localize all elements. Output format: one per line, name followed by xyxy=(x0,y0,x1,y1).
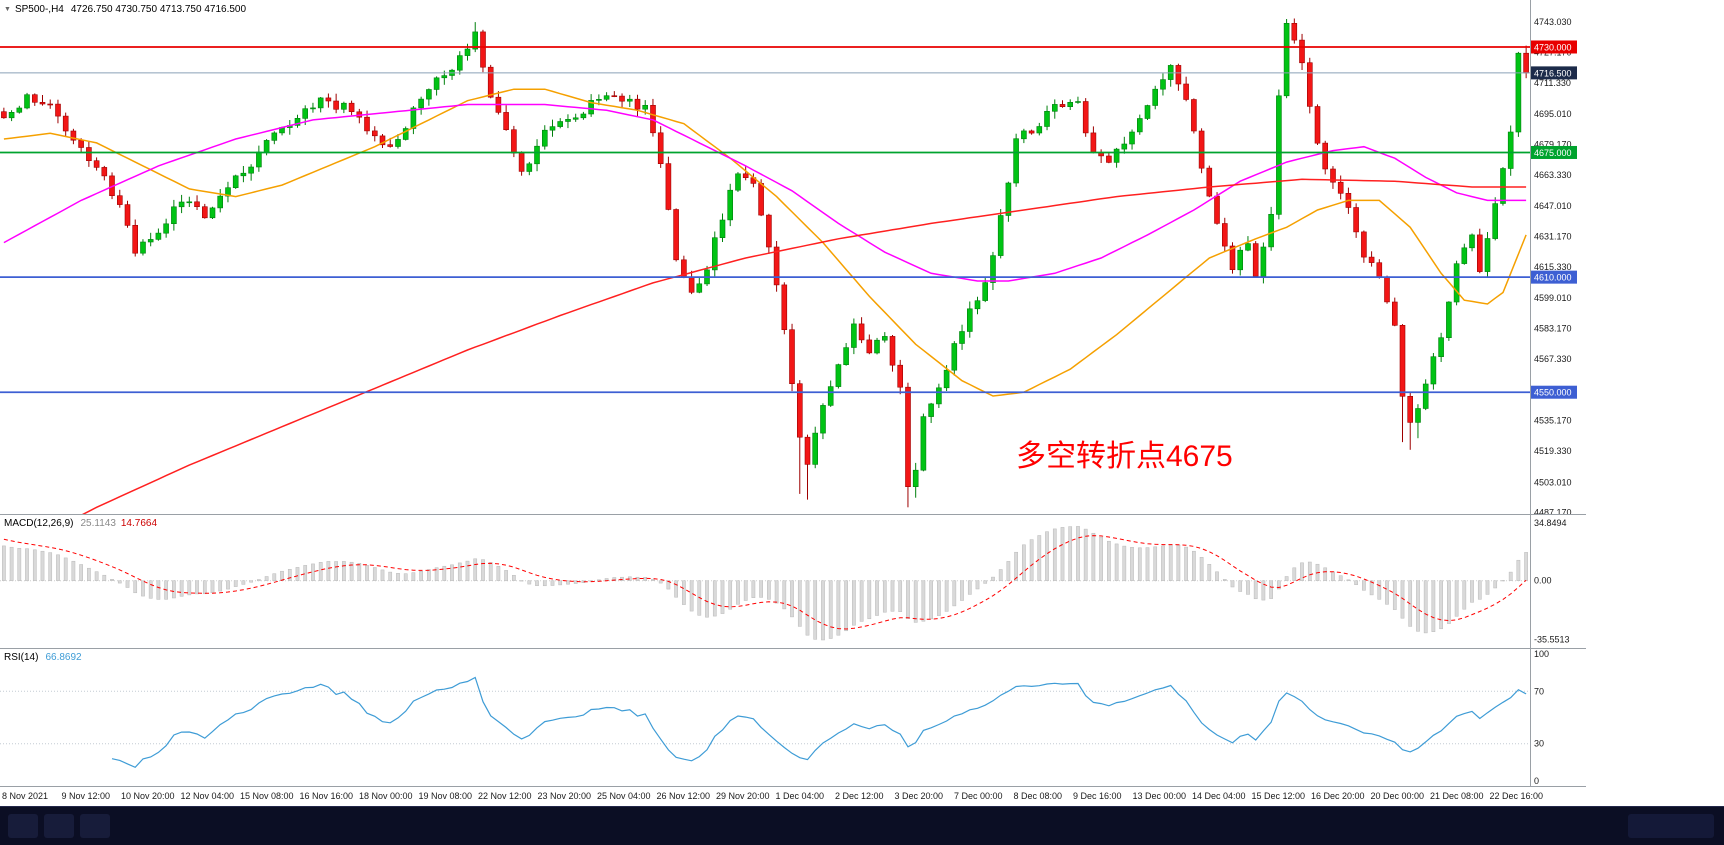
price-badge-4610.000 xyxy=(1531,270,1577,284)
svg-text:4663.330: 4663.330 xyxy=(1534,170,1572,180)
symbol-info: ▼ SP500-,H4 4726.750 4730.750 4713.750 471… xyxy=(4,4,246,15)
svg-text:4695.010: 4695.010 xyxy=(1534,109,1572,119)
rsi-panel[interactable]: 100 70 30 0 RSI(14) 66.8692 xyxy=(0,649,1586,787)
time-label: 1 Dec 04:00 xyxy=(775,791,825,801)
candlestick-chart[interactable]: 4743.0304727.1704711.3304695.0104679.170… xyxy=(0,0,1586,514)
time-label: 8 Nov 2021 xyxy=(2,791,49,801)
svg-text:100: 100 xyxy=(1534,649,1549,659)
time-label: 15 Dec 12:00 xyxy=(1251,791,1306,801)
macd-signal-line xyxy=(3,535,1527,630)
svg-text:34.8494: 34.8494 xyxy=(1534,518,1567,528)
time-label: 8 Dec 08:00 xyxy=(1013,791,1063,801)
price-badge-4550.000 xyxy=(1531,385,1577,399)
svg-text:4503.010: 4503.010 xyxy=(1534,477,1572,487)
svg-text:70: 70 xyxy=(1534,686,1544,696)
taskbar[interactable] xyxy=(0,806,1724,845)
svg-text:30: 30 xyxy=(1534,739,1544,749)
taskbar-item[interactable] xyxy=(44,814,74,838)
time-label: 9 Dec 16:00 xyxy=(1073,791,1122,801)
annotation-text[interactable]: 多空转折点4675 xyxy=(1016,440,1233,473)
ma-medium-orange xyxy=(3,88,1527,397)
time-label: 2 Dec 12:00 xyxy=(835,791,884,801)
time-label: 23 Nov 20:00 xyxy=(537,791,592,801)
time-axis[interactable]: 8 Nov 2021 9 Nov 12:00 10 Nov 20:00 12 Nov … xyxy=(0,787,1586,806)
macd-value-main: 25.1143 xyxy=(80,518,116,529)
svg-text:4535.170: 4535.170 xyxy=(1534,416,1572,426)
symbol-name: SP500-,H4 xyxy=(14,4,64,15)
macd-panel[interactable]: 34.8494 0.00 -35.5513 MACD(12,26,9) 25.1143… xyxy=(0,515,1586,649)
time-label: 12 Nov 04:00 xyxy=(180,791,235,801)
time-label: 22 Nov 12:00 xyxy=(478,791,532,801)
svg-text:4631.170: 4631.170 xyxy=(1534,232,1572,242)
rsi-chart[interactable]: 100 70 30 0 xyxy=(0,649,1586,786)
taskbar-tray[interactable] xyxy=(1628,814,1714,838)
svg-text:0: 0 xyxy=(1534,776,1539,786)
svg-text:4487.170: 4487.170 xyxy=(1534,508,1572,514)
taskbar-item[interactable] xyxy=(8,814,38,838)
time-label: 16 Nov 16:00 xyxy=(299,791,354,801)
time-label: 14 Dec 04:00 xyxy=(1192,791,1246,801)
time-label: 7 Dec 00:00 xyxy=(954,791,1003,801)
svg-text:4519.330: 4519.330 xyxy=(1534,446,1572,456)
time-label: 3 Dec 20:00 xyxy=(894,791,944,801)
time-label: 22 Dec 16:00 xyxy=(1489,791,1544,801)
time-label: 9 Nov 12:00 xyxy=(61,791,111,801)
time-label: 19 Nov 08:00 xyxy=(418,791,473,801)
svg-text:4647.010: 4647.010 xyxy=(1534,201,1572,211)
time-label: 13 Dec 00:00 xyxy=(1132,791,1187,801)
price-chart-panel[interactable]: 4743.0304727.1704711.3304695.0104679.170… xyxy=(0,0,1586,515)
svg-text:-35.5513: -35.5513 xyxy=(1534,635,1570,645)
price-badge-4675.000 xyxy=(1531,145,1577,159)
svg-text:4550.000: 4550.000 xyxy=(1534,388,1572,398)
svg-text:4730.000: 4730.000 xyxy=(1534,42,1572,52)
svg-text:4679.170: 4679.170 xyxy=(1534,139,1572,149)
svg-text:4716.500: 4716.500 xyxy=(1534,68,1572,78)
time-label: 16 Dec 20:00 xyxy=(1311,791,1365,801)
rsi-title-label: RSI(14) xyxy=(4,652,39,663)
macd-value-signal: 14.7664 xyxy=(120,518,158,529)
rsi-scale-labels: 100 70 30 0 xyxy=(1534,649,1549,786)
svg-text:4675.000: 4675.000 xyxy=(1534,148,1572,158)
ma-slow-magenta xyxy=(3,103,1527,282)
time-label: 15 Nov 08:00 xyxy=(240,791,294,801)
price-axis-labels: 4743.0304727.1704711.3304695.0104679.170… xyxy=(1534,17,1572,514)
svg-text:4567.330: 4567.330 xyxy=(1534,354,1572,364)
svg-text:4599.010: 4599.010 xyxy=(1534,293,1572,303)
rsi-title: RSI(14) 66.8692 xyxy=(4,652,82,663)
macd-title-label: MACD(12,26,9) xyxy=(4,518,74,529)
chart-collapse-icon[interactable]: ▼ xyxy=(4,6,11,13)
taskbar-item[interactable] xyxy=(80,814,110,838)
symbol-ohlc-values: 4726.750 4730.750 4713.750 4716.500 xyxy=(70,4,247,15)
ma-long-red xyxy=(81,178,1527,514)
time-label: 10 Nov 20:00 xyxy=(121,791,175,801)
price-badge-4730.000 xyxy=(1531,40,1577,54)
price-badge-4716.500 xyxy=(1531,66,1577,80)
svg-text:4615.330: 4615.330 xyxy=(1534,262,1572,272)
svg-text:4583.170: 4583.170 xyxy=(1534,324,1572,334)
rsi-line xyxy=(111,676,1527,769)
time-label: 20 Dec 00:00 xyxy=(1370,791,1425,801)
svg-text:4743.030: 4743.030 xyxy=(1534,17,1572,27)
macd-scale-labels: 34.8494 0.00 -35.5513 xyxy=(1534,518,1570,645)
macd-chart[interactable]: 34.8494 0.00 -35.5513 xyxy=(0,515,1586,648)
rsi-value: 66.8692 xyxy=(45,652,82,663)
time-label: 21 Dec 08:00 xyxy=(1430,791,1484,801)
candles xyxy=(1,18,1529,508)
svg-text:0.00: 0.00 xyxy=(1534,576,1552,586)
time-label: 25 Nov 04:00 xyxy=(597,791,651,801)
svg-text:4610.000: 4610.000 xyxy=(1534,273,1572,283)
macd-title: MACD(12,26,9) 25.1143 14.7664 xyxy=(4,518,157,529)
time-label: 29 Nov 20:00 xyxy=(716,791,770,801)
svg-text:4711.330: 4711.330 xyxy=(1534,78,1571,88)
time-label: 26 Nov 12:00 xyxy=(656,791,711,801)
time-label: 18 Nov 00:00 xyxy=(359,791,413,801)
macd-histogram xyxy=(2,526,1528,641)
